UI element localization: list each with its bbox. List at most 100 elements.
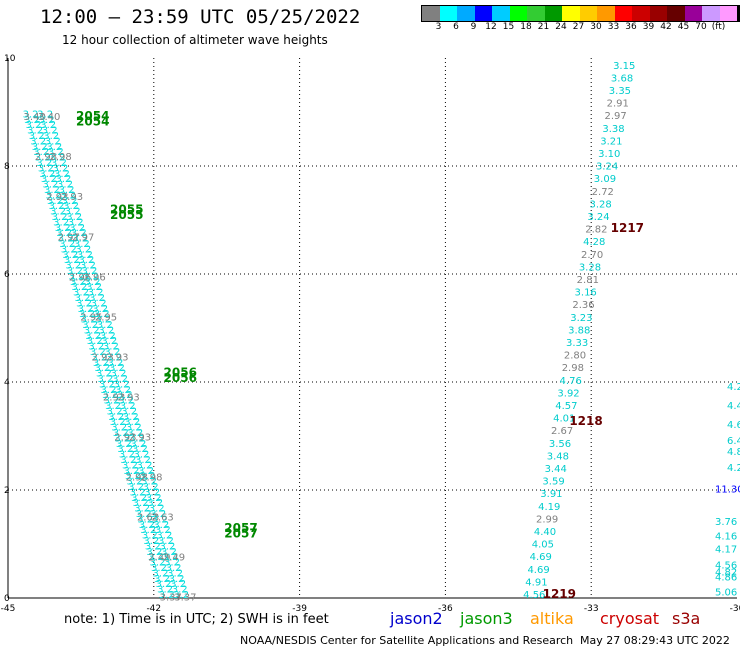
swh-value-left-track: 2.97 (72, 232, 94, 243)
swh-value-edge: 4.86 (715, 573, 737, 584)
y-tick-label: 8 (4, 162, 10, 172)
wave-height-colorbar (421, 5, 740, 22)
swh-value-left-track: 3.2 (170, 579, 186, 590)
swh-value-right-track: 2.98 (562, 363, 584, 374)
swh-value-left-track: 3.2 (130, 439, 146, 450)
swh-value-right-track: 2.99 (536, 514, 558, 525)
swh-value-left-track: 3.2 (150, 509, 166, 520)
swh-value-left-track: 3.2 (129, 433, 145, 444)
colorbar-label: 27 (572, 22, 585, 32)
swh-value-left-track: 2.98 (140, 473, 162, 484)
swh-value-left-track: 3.2 (141, 477, 157, 488)
pass-label-jason3: 2057 (224, 521, 257, 535)
swh-value-left-track: 3.2 (132, 444, 148, 455)
swh-value-left-track: 2.98 (126, 473, 148, 484)
y-tick-label: 6 (4, 270, 10, 280)
swh-value-left-track: 3.2 (111, 369, 127, 380)
swh-value-left-track: 2.93 (46, 192, 68, 203)
y-tick-label: 0 (4, 594, 10, 604)
swh-value-left-track: 3.2 (79, 309, 95, 320)
swh-value-left-track: 3.37 (174, 593, 196, 604)
swh-value-left-track: 3.2 (157, 585, 173, 596)
page-title: 12:00 – 23:59 UTC 05/25/2022 (40, 6, 361, 28)
swh-value-left-track: 3.2 (137, 514, 153, 525)
swh-value-left-track: 3.2 (55, 223, 71, 234)
swh-value-left-track: 3.2 (112, 374, 128, 385)
colorbar-label: 3 (435, 22, 442, 32)
swh-value-left-track: 3.2 (172, 585, 188, 596)
swh-value-left-track: 3.2 (143, 482, 159, 493)
swh-value-right-track: 3.21 (600, 136, 622, 147)
swh-value-edge: 4.82 (715, 567, 737, 578)
colorbar-swatch (614, 6, 632, 21)
swh-value-left-track: 2.98 (35, 152, 57, 163)
swh-value-left-track: 3.2 (149, 558, 165, 569)
swh-value-right-track: 3.09 (594, 174, 616, 185)
swh-value-right-track: 4.19 (538, 502, 560, 513)
swh-value-left-track: 3.2 (75, 293, 91, 304)
colorbar-swatch (579, 6, 597, 21)
swh-value-right-track: 3.16 (575, 288, 597, 299)
swh-value-left-track: 3.2 (124, 417, 140, 428)
swh-value-right-track: 4.28 (583, 237, 605, 248)
swh-value-right-track: 3.48 (547, 451, 569, 462)
swh-value-left-track: 2.49 (148, 553, 170, 564)
legend-cryosat: cryosat (600, 609, 660, 628)
y-tick-label: 10 (4, 54, 16, 64)
swh-value-right-track: 3.56 (549, 439, 571, 450)
swh-value-left-track: 3.2 (72, 282, 88, 293)
colorbar-label: 36 (625, 22, 637, 32)
swh-value-left-track: 3.2 (156, 531, 172, 542)
swh-value-left-track: 2.93 (61, 192, 83, 203)
swh-value-left-track: 3.2 (114, 433, 130, 444)
swh-value-left-track: 3.2 (97, 320, 113, 331)
swh-value-left-track: 2.96 (83, 272, 105, 283)
swh-value-left-track: 3.2 (65, 261, 81, 272)
swh-value-left-track: 3.2 (81, 315, 97, 326)
swh-value-left-track: 3.2 (49, 201, 65, 212)
swh-value-left-track: 3.2 (56, 174, 72, 185)
swh-value-left-track: 3.2 (37, 109, 53, 120)
swh-value-left-track: 2.93 (106, 352, 128, 363)
swh-value-left-track: 3.40 (24, 112, 46, 123)
swh-value-left-track: 3.2 (72, 234, 88, 245)
swh-value-left-track: 3.2 (50, 207, 66, 218)
swh-value-left-track: 3.2 (102, 390, 118, 401)
swh-value-left-track: 3.2 (145, 541, 161, 552)
swh-value-right-track: 4.69 (530, 552, 552, 563)
swh-value-left-track: 3.2 (52, 163, 68, 174)
x-tick-label: -45 (1, 604, 16, 614)
swh-value-left-track: 3.2 (105, 401, 121, 412)
colorbar-label: 18 (520, 22, 532, 32)
swh-value-edge: 11.30 (715, 485, 740, 496)
colorbar-label: 15 (502, 22, 515, 32)
colorbar-label: 9 (470, 22, 477, 32)
swh-value-left-track: 3.40 (38, 112, 60, 123)
swh-value-left-track: 3.2 (104, 396, 120, 407)
swh-value-left-track: 3.2 (73, 288, 89, 299)
swh-value-left-track: 3.2 (126, 423, 142, 434)
colorbar-swatch (684, 6, 702, 21)
swh-value-left-track: 3.2 (169, 574, 185, 585)
swh-value-right-track: 2.81 (577, 275, 599, 286)
colorbar-label: 6 (453, 22, 459, 32)
swh-value-left-track: 3.2 (62, 250, 78, 261)
swh-value-left-track: 3.2 (51, 158, 67, 169)
colorbar-label: 33 (607, 22, 620, 32)
swh-value-left-track: 3.2 (69, 223, 85, 234)
y-tick-label: 4 (4, 378, 10, 388)
swh-value-right-track: 4.01 (553, 414, 575, 425)
swh-value-left-track: 3.2 (88, 342, 104, 353)
swh-value-left-track: 3.37 (160, 593, 182, 604)
swh-value-left-track: 3.2 (110, 417, 126, 428)
swh-value-left-track: 3.2 (32, 142, 48, 153)
swh-value-left-track: 3.2 (117, 390, 133, 401)
x-tick-label: -39 (292, 604, 307, 614)
swh-value-left-track: 3.2 (140, 471, 156, 482)
swh-value-left-track: 3.2 (42, 180, 58, 191)
swh-value-left-track: 3.2 (125, 471, 141, 482)
swh-value-right-track: 3.44 (545, 464, 567, 475)
colorbar-label: 70 (695, 22, 707, 32)
swh-value-left-track: 3.2 (123, 466, 139, 477)
colorbar-swatch (544, 6, 562, 21)
